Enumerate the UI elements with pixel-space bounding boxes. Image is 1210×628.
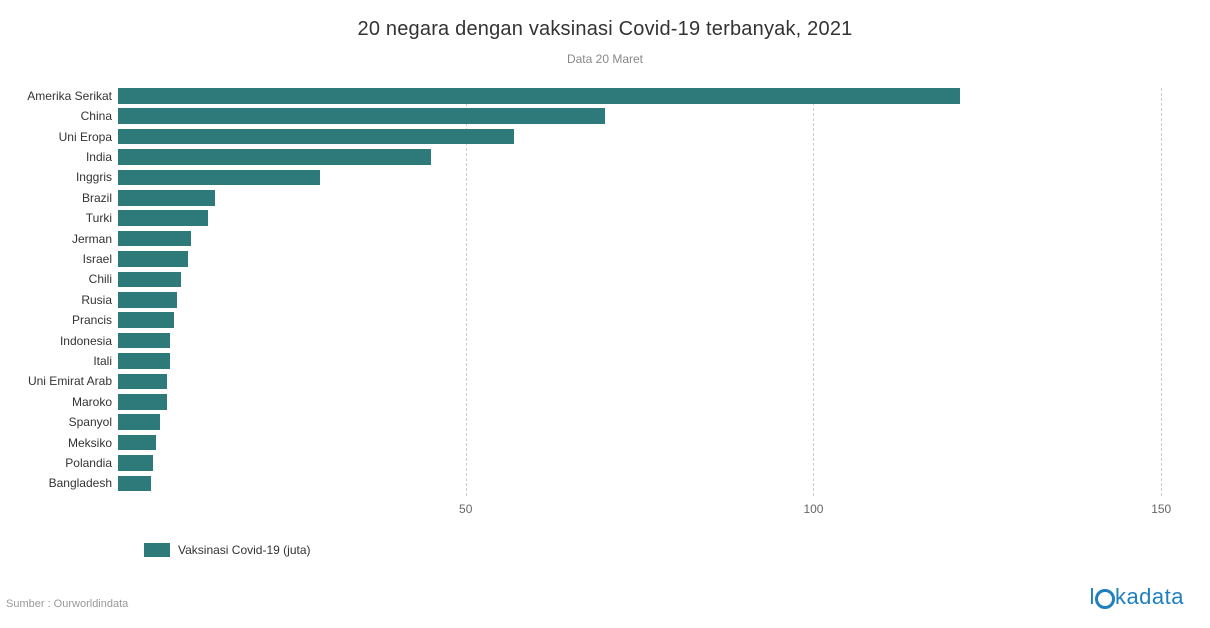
bar xyxy=(118,312,174,328)
logo-ring-icon xyxy=(1095,589,1115,609)
bar-row: Amerika Serikat xyxy=(118,88,1196,104)
x-tick: 50 xyxy=(459,496,472,516)
y-label: Chili xyxy=(89,272,118,286)
bar-row: Polandia xyxy=(118,455,1196,471)
bar xyxy=(118,129,514,145)
y-label: Itali xyxy=(93,354,118,368)
y-label: Maroko xyxy=(72,395,118,409)
bar xyxy=(118,170,320,186)
bar xyxy=(118,476,151,492)
bar-row: Uni Eropa xyxy=(118,129,1196,145)
y-label: Meksiko xyxy=(68,436,118,450)
bar-row: Bangladesh xyxy=(118,476,1196,492)
chart-container: 20 negara dengan vaksinasi Covid-19 terb… xyxy=(0,0,1210,628)
bar xyxy=(118,435,156,451)
y-label: Amerika Serikat xyxy=(27,89,118,103)
logo-text-after: kadata xyxy=(1115,584,1184,610)
legend-label: Vaksinasi Covid-19 (juta) xyxy=(178,543,311,557)
y-label: Inggris xyxy=(76,170,118,184)
source-text: Sumber : Ourworldindata xyxy=(6,598,128,610)
bar-row: Chili xyxy=(118,272,1196,288)
y-label: Brazil xyxy=(82,191,118,205)
bar xyxy=(118,455,153,471)
y-label: Prancis xyxy=(72,313,118,327)
bar-row: Uni Emirat Arab xyxy=(118,374,1196,390)
legend: Vaksinasi Covid-19 (juta) xyxy=(144,543,311,557)
bar xyxy=(118,414,160,430)
bar-row: India xyxy=(118,149,1196,165)
bar xyxy=(118,292,177,308)
bar xyxy=(118,231,191,247)
bar-row: Rusia xyxy=(118,292,1196,308)
bar-row: Prancis xyxy=(118,312,1196,328)
bar-row: Maroko xyxy=(118,394,1196,410)
bar-row: Itali xyxy=(118,353,1196,369)
bar xyxy=(118,353,170,369)
y-label: India xyxy=(86,150,118,164)
y-label: Turki xyxy=(86,211,118,225)
y-label: Spanyol xyxy=(69,415,118,429)
bar xyxy=(118,190,215,206)
bar xyxy=(118,272,181,288)
x-tick: 150 xyxy=(1151,496,1171,516)
bar-row: Inggris xyxy=(118,170,1196,186)
bar-row: Meksiko xyxy=(118,435,1196,451)
bar xyxy=(118,108,605,124)
y-label: Polandia xyxy=(65,456,118,470)
y-label: Israel xyxy=(83,252,118,266)
bar-row: Israel xyxy=(118,251,1196,267)
bar xyxy=(118,88,960,104)
bar-row: Jerman xyxy=(118,231,1196,247)
bar-row: China xyxy=(118,108,1196,124)
bar xyxy=(118,149,431,165)
chart-title: 20 negara dengan vaksinasi Covid-19 terb… xyxy=(0,18,1210,41)
y-label: China xyxy=(81,109,118,123)
y-label: Rusia xyxy=(81,293,118,307)
chart-subtitle: Data 20 Maret xyxy=(0,52,1210,66)
y-label: Bangladesh xyxy=(49,476,118,490)
bar xyxy=(118,394,167,410)
legend-swatch xyxy=(144,543,170,557)
y-label: Uni Emirat Arab xyxy=(28,374,118,388)
bar-row: Turki xyxy=(118,210,1196,226)
bar xyxy=(118,251,188,267)
y-label: Indonesia xyxy=(60,334,118,348)
bar xyxy=(118,374,167,390)
bar-row: Indonesia xyxy=(118,333,1196,349)
brand-logo: l kadata xyxy=(1090,584,1184,610)
plot-area: 50100150Amerika SerikatChinaUni EropaInd… xyxy=(118,88,1196,496)
y-label: Jerman xyxy=(72,232,118,246)
bar-row: Brazil xyxy=(118,190,1196,206)
y-label: Uni Eropa xyxy=(59,130,118,144)
bar xyxy=(118,210,208,226)
bar xyxy=(118,333,170,349)
x-tick: 100 xyxy=(803,496,823,516)
bar-row: Spanyol xyxy=(118,414,1196,430)
